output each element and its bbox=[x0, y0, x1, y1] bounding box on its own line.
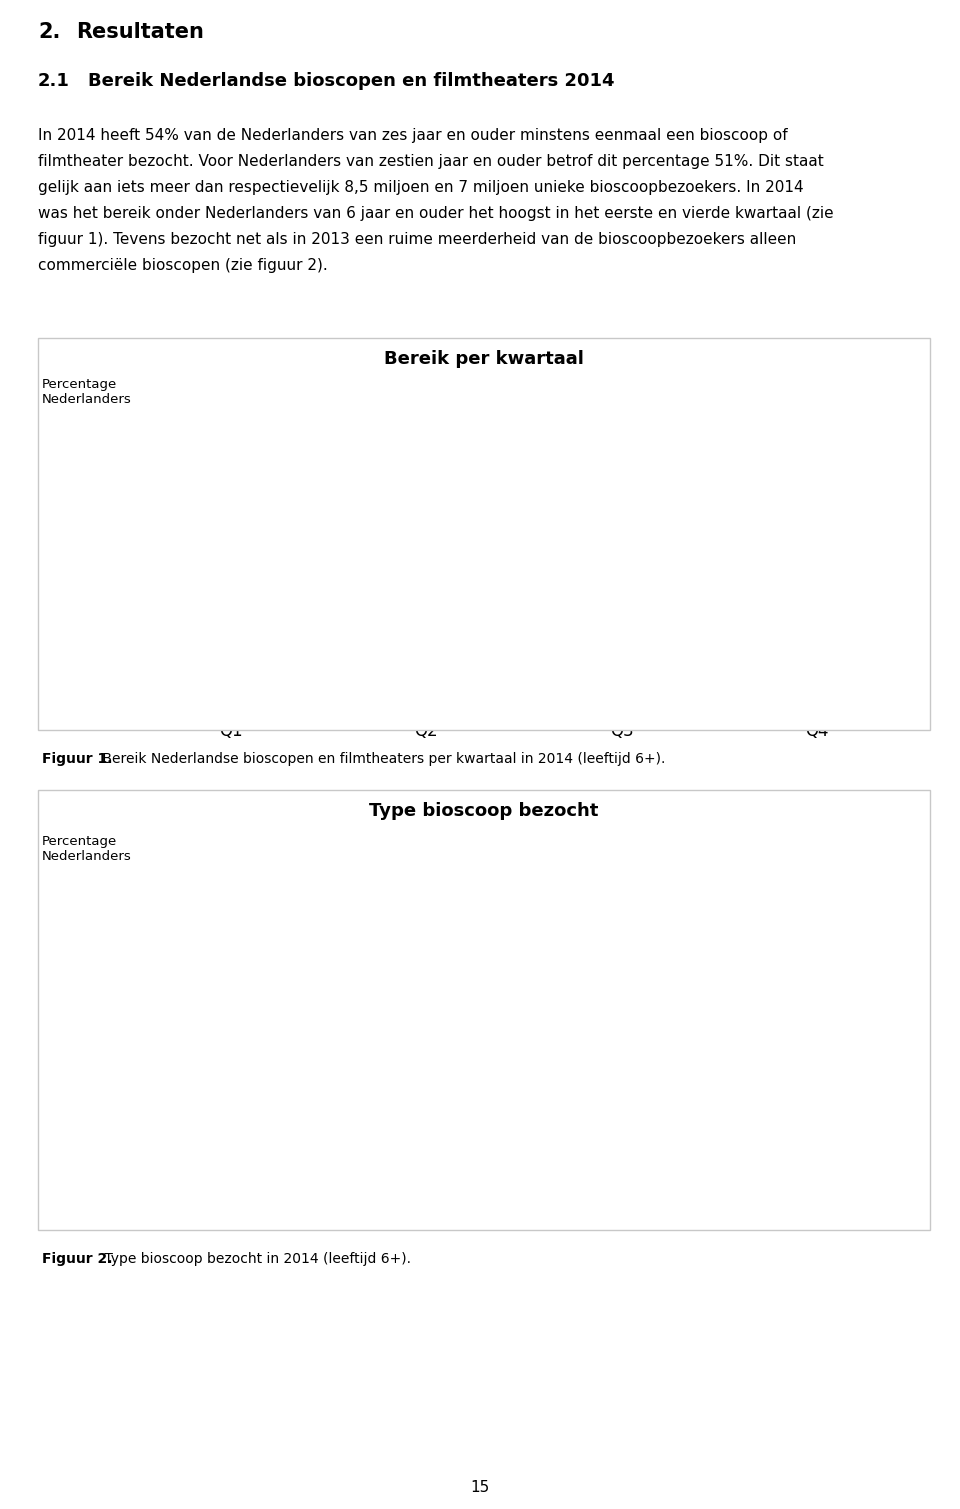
Bar bbox=[578, 638, 665, 715]
Text: Type bioscoop bezocht: Type bioscoop bezocht bbox=[370, 801, 599, 819]
Text: 15: 15 bbox=[470, 1480, 490, 1495]
Text: 27%: 27% bbox=[409, 616, 444, 631]
Text: Bereik Nederlandse bioscopen en filmtheaters per kwartaal in 2014 (leeftijd 6+).: Bereik Nederlandse bioscopen en filmthea… bbox=[98, 751, 665, 767]
Text: In 2014 heeft 54% van de Nederlanders van zes jaar en ouder minstens eenmaal een: In 2014 heeft 54% van de Nederlanders va… bbox=[38, 128, 787, 143]
Text: 9%: 9% bbox=[610, 1111, 634, 1126]
Text: figuur 1). Tevens bezocht net als in 2013 een ruime meerderheid van de bioscoopb: figuur 1). Tevens bezocht net als in 201… bbox=[38, 232, 796, 247]
Text: 25%: 25% bbox=[605, 622, 638, 637]
Text: Bereik Nederlandse bioscopen en filmtheaters 2014: Bereik Nederlandse bioscopen en filmthea… bbox=[88, 72, 614, 91]
Text: 2.1: 2.1 bbox=[38, 72, 70, 91]
Bar bbox=[187, 602, 275, 715]
Text: 2.: 2. bbox=[38, 23, 60, 42]
Bar bbox=[578, 1129, 665, 1154]
Text: 40%: 40% bbox=[214, 1020, 248, 1035]
Text: Figuur 2.: Figuur 2. bbox=[42, 1252, 112, 1266]
Bar bbox=[187, 1037, 275, 1154]
Text: Figuur 1.: Figuur 1. bbox=[42, 751, 112, 767]
Text: 46%: 46% bbox=[801, 1002, 834, 1017]
Text: Percentage: Percentage bbox=[42, 377, 117, 391]
Text: Nederlanders: Nederlanders bbox=[42, 392, 132, 406]
Text: gelijk aan iets meer dan respectievelijk 8,5 miljoen en 7 miljoen unieke bioscoo: gelijk aan iets meer dan respectievelijk… bbox=[38, 180, 804, 195]
Text: 5%: 5% bbox=[414, 1123, 439, 1138]
Text: Bereik per kwartaal: Bereik per kwartaal bbox=[384, 350, 584, 368]
Bar bbox=[382, 632, 470, 715]
Text: was het bereik onder Nederlanders van 6 jaar en ouder het hoogst in het eerste e: was het bereik onder Nederlanders van 6 … bbox=[38, 207, 833, 220]
Bar bbox=[773, 1019, 861, 1154]
Bar bbox=[382, 1141, 470, 1154]
Text: Percentage: Percentage bbox=[42, 834, 117, 848]
Text: Nederlanders: Nederlanders bbox=[42, 850, 132, 863]
Text: Resultaten: Resultaten bbox=[76, 23, 204, 42]
Text: filmtheater bezocht. Voor Nederlanders van zestien jaar en ouder betrof dit perc: filmtheater bezocht. Voor Nederlanders v… bbox=[38, 154, 824, 169]
Text: 37%: 37% bbox=[214, 584, 248, 599]
Text: Type bioscoop bezocht in 2014 (leeftijd 6+).: Type bioscoop bezocht in 2014 (leeftijd … bbox=[100, 1252, 411, 1266]
Bar bbox=[773, 605, 861, 715]
Text: 36%: 36% bbox=[801, 587, 834, 602]
Text: commerciële bioscopen (zie figuur 2).: commerciële bioscopen (zie figuur 2). bbox=[38, 258, 327, 273]
